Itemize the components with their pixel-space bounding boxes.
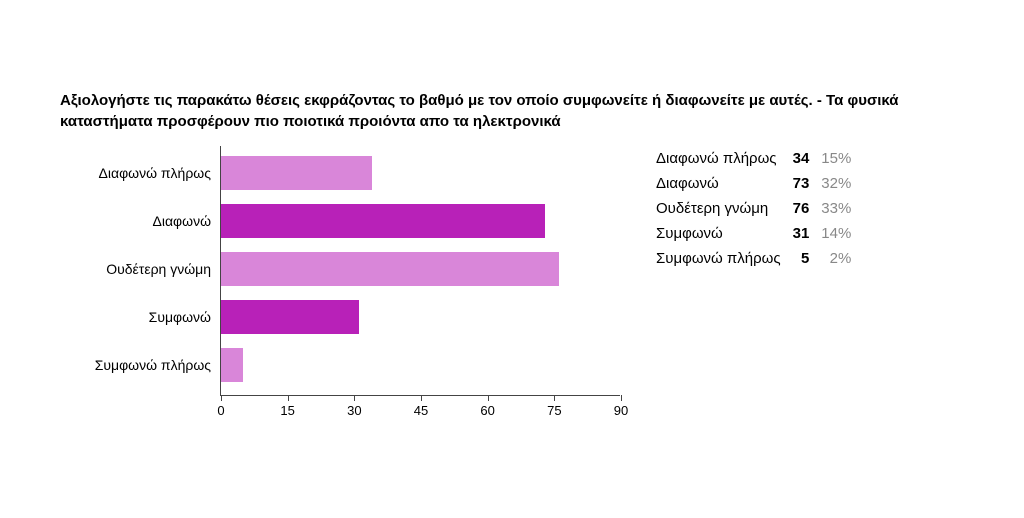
summary-percent: 33% xyxy=(815,196,857,221)
summary-count: 31 xyxy=(787,221,816,246)
bar-row: Συμφωνώ πλήρως xyxy=(221,348,243,382)
x-tick xyxy=(554,395,555,401)
bar-row: Διαφωνώ πλήρως xyxy=(221,156,372,190)
table-row: Συμφωνώ3114% xyxy=(650,221,857,246)
summary-percent: 2% xyxy=(815,246,857,271)
x-tick xyxy=(221,395,222,401)
summary-count: 76 xyxy=(787,196,816,221)
chart-area: Διαφωνώ πλήρως Διαφωνώ Ουδέτερη γνώμη Συμφω… xyxy=(60,146,620,396)
summary-table: Διαφωνώ πλήρως3415%Διαφωνώ7332%Ουδέτερη … xyxy=(650,146,950,271)
x-tick xyxy=(288,395,289,401)
bar-row: Διαφωνώ xyxy=(221,204,545,238)
bar xyxy=(221,204,545,238)
table-row: Διαφωνώ7332% xyxy=(650,171,857,196)
x-tick-label: 75 xyxy=(547,403,561,418)
summary-percent: 32% xyxy=(815,171,857,196)
bar xyxy=(221,348,243,382)
table-row: Ουδέτερη γνώμη7633% xyxy=(650,196,857,221)
bar xyxy=(221,252,559,286)
x-tick-label: 90 xyxy=(614,403,628,418)
summary-percent: 15% xyxy=(815,146,857,171)
category-label: Διαφωνώ πλήρως xyxy=(61,165,221,181)
x-tick-label: 0 xyxy=(217,403,224,418)
summary-label: Ουδέτερη γνώμη xyxy=(650,196,787,221)
x-tick-label: 30 xyxy=(347,403,361,418)
category-label: Διαφωνώ xyxy=(61,213,221,229)
table-row: Συμφωνώ πλήρως52% xyxy=(650,246,857,271)
x-tick-label: 45 xyxy=(414,403,428,418)
x-tick-label: 60 xyxy=(480,403,494,418)
summary-label: Συμφωνώ πλήρως xyxy=(650,246,787,271)
summary-count: 73 xyxy=(787,171,816,196)
summary-percent: 14% xyxy=(815,221,857,246)
table-row: Διαφωνώ πλήρως3415% xyxy=(650,146,857,171)
summary-table-body: Διαφωνώ πλήρως3415%Διαφωνώ7332%Ουδέτερη … xyxy=(650,146,857,271)
x-tick xyxy=(354,395,355,401)
bar-row: Ουδέτερη γνώμη xyxy=(221,252,559,286)
summary-count: 5 xyxy=(787,246,816,271)
category-label: Συμφωνώ xyxy=(61,309,221,325)
category-label: Συμφωνώ πλήρως xyxy=(61,357,221,373)
x-tick xyxy=(421,395,422,401)
x-tick-label: 15 xyxy=(280,403,294,418)
x-tick xyxy=(488,395,489,401)
bar xyxy=(221,156,372,190)
bar xyxy=(221,300,359,334)
chart-title: Αξιολογήστε τις παρακάτω θέσεις εκφράζον… xyxy=(60,90,940,132)
category-label: Ουδέτερη γνώμη xyxy=(61,261,221,277)
plot-area: Διαφωνώ πλήρως Διαφωνώ Ουδέτερη γνώμη Συμφω… xyxy=(220,146,620,396)
summary-label: Διαφωνώ πλήρως xyxy=(650,146,787,171)
summary-count: 34 xyxy=(787,146,816,171)
bar-row: Συμφωνώ xyxy=(221,300,359,334)
x-tick xyxy=(621,395,622,401)
summary-label: Διαφωνώ xyxy=(650,171,787,196)
summary-label: Συμφωνώ xyxy=(650,221,787,246)
